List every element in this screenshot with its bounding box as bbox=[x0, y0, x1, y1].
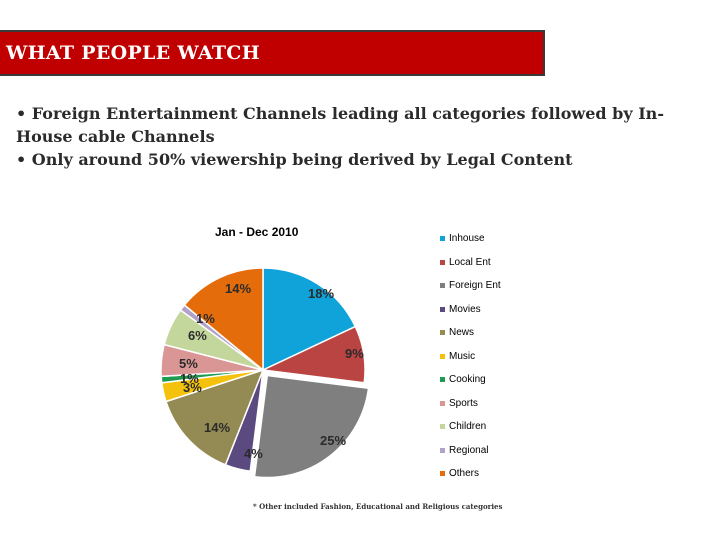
slice-data-label: 9% bbox=[345, 346, 364, 361]
legend-swatch bbox=[440, 306, 445, 312]
chart-legend: Inhouse Local Ent Foreign Ent Movies News Mus… bbox=[440, 233, 550, 492]
slice-data-label: 1% bbox=[196, 311, 215, 326]
legend-label: Music bbox=[449, 350, 476, 362]
slice-data-label: 4% bbox=[244, 446, 263, 461]
pie-slice-foreign-ent bbox=[253, 374, 370, 479]
slice-data-label: 14% bbox=[204, 420, 230, 435]
legend-label: Regional bbox=[449, 444, 489, 456]
slice-data-label: 1% bbox=[180, 371, 199, 386]
slice-data-label: 5% bbox=[179, 356, 198, 371]
legend-item: Others bbox=[440, 468, 550, 492]
footnote: * Other included Fashion, Educational an… bbox=[253, 502, 503, 511]
legend-swatch bbox=[440, 471, 445, 476]
legend-item: Cooking bbox=[440, 374, 550, 398]
legend-label: Children bbox=[449, 421, 487, 432]
legend-label: Inhouse bbox=[449, 233, 485, 244]
slice-data-label: 18% bbox=[308, 286, 334, 301]
legend-swatch bbox=[440, 236, 445, 241]
legend-label: Sports bbox=[449, 397, 478, 409]
slice-data-label: 6% bbox=[188, 328, 207, 343]
slice-data-label: 3% bbox=[183, 380, 202, 395]
legend-swatch bbox=[440, 400, 445, 406]
legend-item: Inhouse bbox=[440, 233, 550, 257]
legend-label: News bbox=[449, 327, 475, 338]
legend-item: Movies bbox=[440, 304, 550, 328]
legend-item: Children bbox=[440, 421, 550, 445]
pie-slice-inhouse bbox=[262, 267, 357, 372]
bullet-point: • Only around 50% viewership being deriv… bbox=[16, 150, 573, 169]
chart-title: Jan - Dec 2010 bbox=[215, 225, 299, 239]
legend-label: Foreign Ent bbox=[449, 280, 501, 291]
legend-label: Local Ent bbox=[449, 256, 491, 268]
bullet-list: • Foreign Entertainment Channels leading… bbox=[16, 102, 706, 171]
legend-item: Local Ent bbox=[440, 257, 550, 281]
legend-item: Regional bbox=[440, 445, 550, 469]
legend-label: Others bbox=[449, 468, 480, 479]
bullet-point: • Foreign Entertainment Channels leading… bbox=[16, 104, 664, 146]
legend-item: Sports bbox=[440, 398, 550, 422]
slice-data-label: 25% bbox=[320, 433, 346, 448]
legend-swatch bbox=[440, 377, 445, 382]
legend-item: Foreign Ent bbox=[440, 280, 550, 304]
legend-swatch bbox=[440, 283, 445, 288]
legend-label: Movies bbox=[449, 303, 481, 315]
header-bar: WHAT PEOPLE WATCH bbox=[0, 30, 545, 76]
pie-slice-others bbox=[183, 267, 264, 372]
legend-item: Music bbox=[440, 351, 550, 375]
legend-swatch bbox=[440, 259, 445, 265]
page-title: WHAT PEOPLE WATCH bbox=[6, 42, 260, 64]
legend-item: News bbox=[440, 327, 550, 351]
legend-swatch bbox=[440, 330, 445, 335]
legend-swatch bbox=[440, 424, 445, 429]
legend-swatch bbox=[440, 447, 445, 453]
pie-slice-local-ent bbox=[260, 325, 366, 384]
legend-swatch bbox=[440, 353, 445, 359]
legend-label: Cooking bbox=[449, 374, 486, 385]
slice-data-label: 14% bbox=[225, 281, 251, 296]
